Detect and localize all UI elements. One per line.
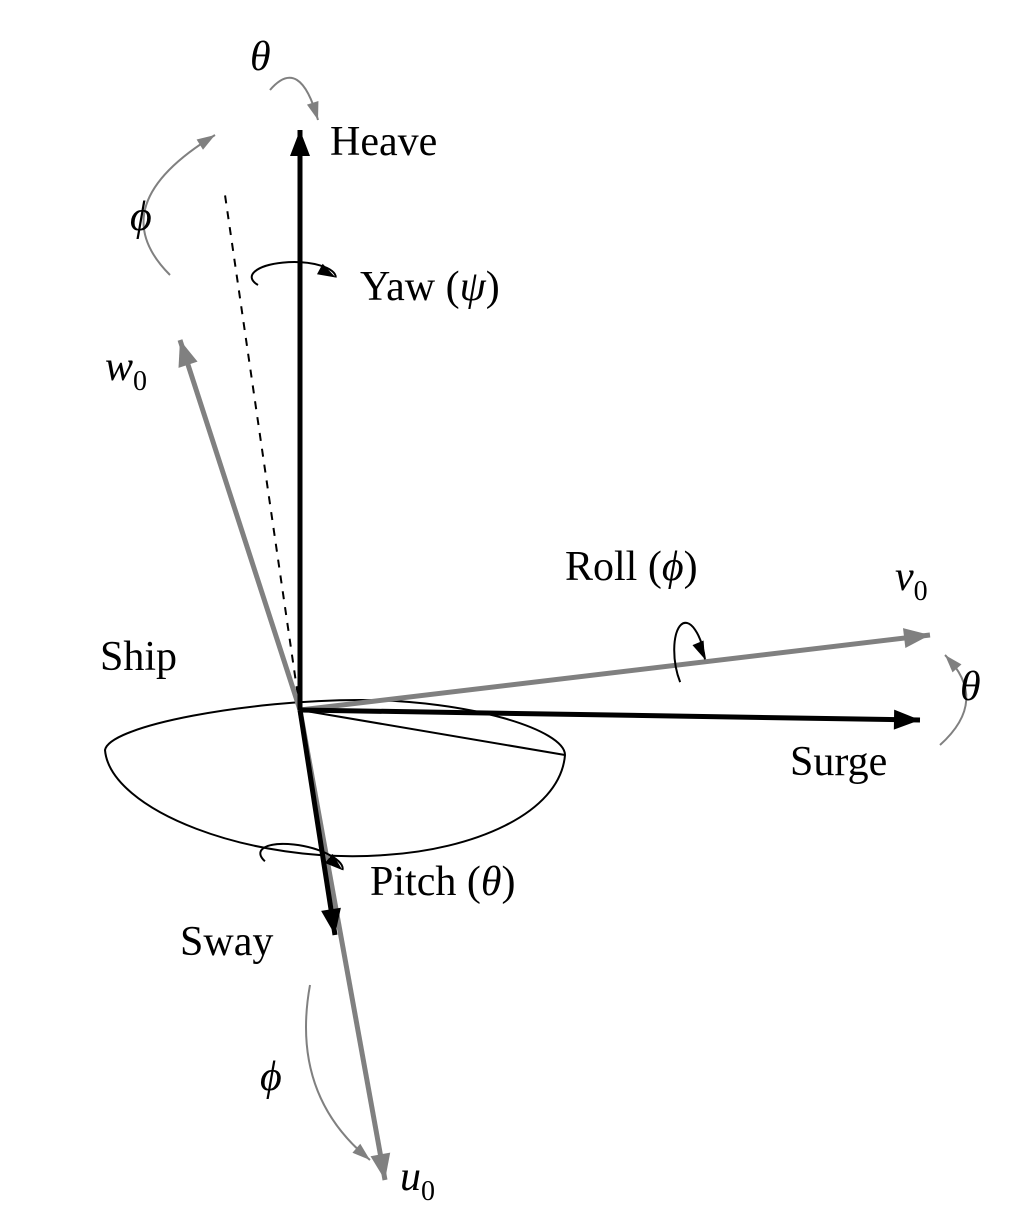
pitch-label: Pitch (θ) [370,859,515,905]
phi-lower-label: ϕ [260,1054,282,1100]
ship-label: Ship [100,634,177,680]
roll-rotation-icon [670,621,709,683]
ship-dof-diagram: Heave Yaw (ψ) Roll (ϕ) Surge Ship Pitch (θ) Sw… [0,0,1013,1221]
theta-top-label: θ [250,34,271,80]
theta-top-arc [270,78,318,120]
theta-right-label: θ [960,664,981,710]
roll-label: Roll (ϕ) [565,544,698,590]
w0-label: w0 [105,344,147,397]
ship-outline [105,700,565,856]
phi-upper-arc [144,135,215,275]
sway-label: Sway [180,919,273,965]
yaw-label: Yaw (ψ) [360,264,500,310]
surge-label: Surge [790,739,887,785]
pitch-rotation-icon [259,838,346,878]
heave-label: Heave [330,119,437,165]
phi-lower-arc [306,985,370,1160]
yaw-rotation-icon [252,262,336,285]
phi-upper-label: ϕ [130,194,152,240]
v0-label: v0 [895,554,928,607]
u0-label: u0 [400,1154,435,1207]
dashed-reference [225,195,300,710]
